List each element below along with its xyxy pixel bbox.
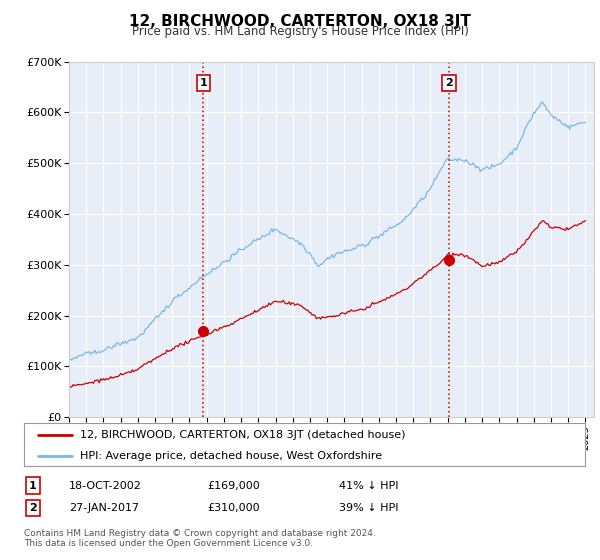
Text: 12, BIRCHWOOD, CARTERTON, OX18 3JT (detached house): 12, BIRCHWOOD, CARTERTON, OX18 3JT (deta…	[80, 430, 406, 440]
Text: Contains HM Land Registry data © Crown copyright and database right 2024.: Contains HM Land Registry data © Crown c…	[24, 529, 376, 538]
Text: £310,000: £310,000	[207, 503, 260, 513]
Text: 2: 2	[445, 78, 453, 88]
Text: £169,000: £169,000	[207, 480, 260, 491]
Text: This data is licensed under the Open Government Licence v3.0.: This data is licensed under the Open Gov…	[24, 539, 313, 548]
Text: 1: 1	[29, 480, 37, 491]
Text: 18-OCT-2002: 18-OCT-2002	[69, 480, 142, 491]
Text: 39% ↓ HPI: 39% ↓ HPI	[339, 503, 398, 513]
Text: 1: 1	[199, 78, 207, 88]
Text: 2: 2	[29, 503, 37, 513]
Text: 12, BIRCHWOOD, CARTERTON, OX18 3JT: 12, BIRCHWOOD, CARTERTON, OX18 3JT	[129, 14, 471, 29]
Text: Price paid vs. HM Land Registry's House Price Index (HPI): Price paid vs. HM Land Registry's House …	[131, 25, 469, 38]
Text: HPI: Average price, detached house, West Oxfordshire: HPI: Average price, detached house, West…	[80, 451, 382, 460]
Text: 41% ↓ HPI: 41% ↓ HPI	[339, 480, 398, 491]
Text: 27-JAN-2017: 27-JAN-2017	[69, 503, 139, 513]
